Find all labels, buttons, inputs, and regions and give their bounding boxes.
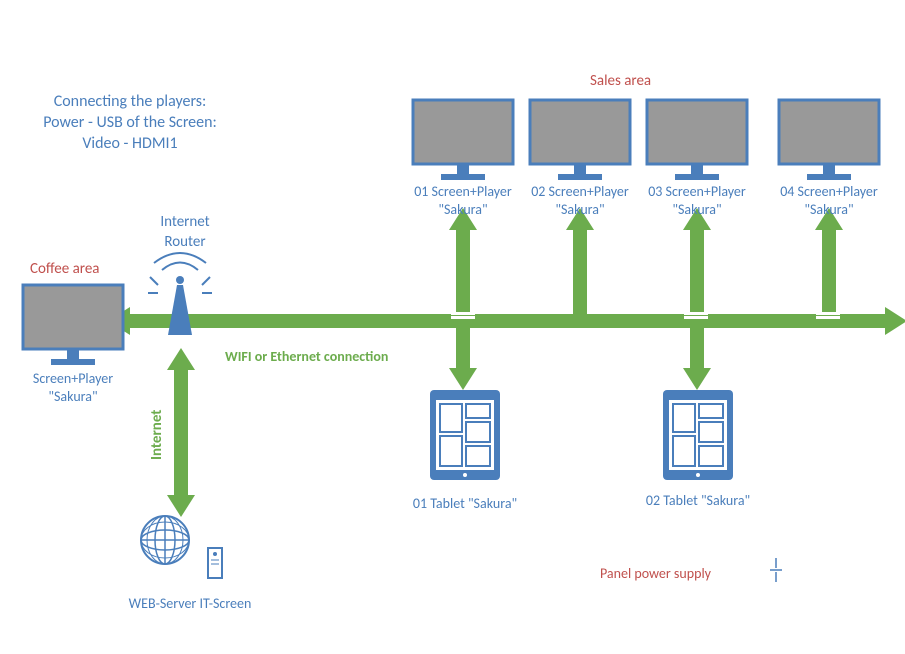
arrow-router-internet (167, 348, 195, 517)
panel-power-icon (770, 558, 782, 582)
monitor-02 (530, 100, 630, 180)
screen04-label: 04 Screen+Player "Sakura" (766, 183, 892, 219)
arrow-up-3 (683, 208, 711, 319)
sales-area-label: Sales area (590, 72, 651, 92)
monitor-04 (779, 100, 879, 180)
tablet-02 (663, 390, 733, 480)
screen02-label: 02 Screen+Player "Sakura" (517, 183, 643, 219)
arrow-down-1 (449, 328, 477, 390)
internet-label: Internet (148, 409, 168, 460)
panel-power-label: Panel power supply (600, 565, 711, 583)
tablet01-label: 01 Tablet "Sakura" (400, 495, 530, 513)
server-icon (208, 548, 222, 578)
connecting-label: Connecting the players: Power - USB of t… (20, 92, 240, 154)
arrow-up-4 (815, 208, 843, 319)
arrow-router-left (130, 314, 160, 328)
tablet02-label: 02 Tablet "Sakura" (633, 492, 763, 510)
monitor-coffee (23, 285, 123, 365)
arrow-up-2 (566, 208, 594, 314)
internet-router-label: Internet Router (150, 213, 220, 252)
monitor-01 (413, 100, 513, 180)
monitor-03 (647, 100, 747, 180)
globe-icon (141, 516, 189, 564)
tablet-01 (430, 390, 500, 480)
arrow-down-2 (683, 328, 711, 390)
bus-line (108, 307, 905, 335)
wifi-ethernet-label: WIFI or Ethernet connection (225, 348, 388, 366)
webserver-label: WEB-Server IT-Screen (115, 595, 265, 613)
coffee-area-label: Coffee area (30, 260, 99, 280)
arrow-up-1 (449, 208, 477, 319)
screen-player-label: Screen+Player "Sakura" (22, 370, 124, 406)
screen03-label: 03 Screen+Player "Sakura" (634, 183, 760, 219)
screen01-label: 01 Screen+Player "Sakura" (400, 183, 526, 219)
